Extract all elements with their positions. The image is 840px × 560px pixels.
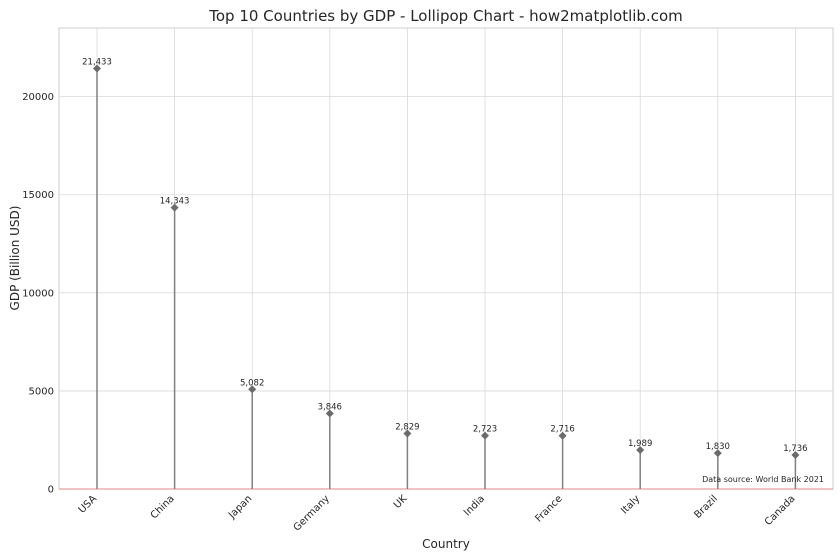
plot-area [58, 27, 834, 490]
x-tick-label-china: China [149, 493, 177, 521]
data-label-japan: 5,082 [240, 378, 264, 388]
x-tick-label-usa: USA [77, 493, 100, 516]
lollipop-marker-usa [93, 64, 101, 73]
x-tick-label-france: France [533, 493, 564, 524]
data-label-india: 2,723 [473, 425, 497, 435]
x-tick-label-canada: Canada [763, 493, 798, 528]
lollipop-marker-brazil [713, 449, 722, 458]
lollipop-marker-india [481, 431, 489, 440]
x-tick-labels: USA China Japan Germany UK India France Italy Br… [77, 493, 798, 534]
data-label-germany: 3,846 [318, 403, 342, 413]
lollipop-marker-japan [248, 385, 257, 394]
lollipop-marker-france [558, 431, 567, 440]
data-label-france: 2,716 [550, 425, 574, 435]
x-tick-label-uk: UK [392, 493, 410, 511]
y-tick-label: 15000 [22, 190, 54, 201]
y-tick-labels: 0 5000 10000 15000 20000 [22, 92, 54, 495]
lollipop-marker-uk [403, 429, 412, 438]
x-tick-label-italy: Italy [619, 493, 642, 516]
lollipop-marker-germany [325, 409, 334, 418]
data-label-brazil: 1,830 [706, 442, 730, 452]
x-tick-label-germany: Germany [292, 493, 332, 533]
lollipop-stems [96, 68, 797, 489]
lollipop-marker-italy [636, 445, 645, 454]
x-tick-label-brazil: Brazil [692, 493, 720, 521]
data-label-canada: 1,736 [783, 444, 807, 454]
data-labels: 21,433 14,343 5,082 3,846 2,829 2,723 2,716 1,9… [82, 58, 807, 454]
data-label-usa: 21,433 [82, 58, 112, 68]
data-label-china: 14,343 [160, 197, 190, 207]
y-tick-label: 5000 [29, 386, 54, 397]
data-label-italy: 1,989 [628, 439, 652, 449]
y-tick-label: 10000 [22, 288, 54, 299]
x-tick-label-japan: Japan [226, 493, 254, 521]
chart-title: Top 10 Countries by GDP - Lollipop Chart… [208, 7, 682, 25]
y-axis-label: GDP (Billion USD) [8, 206, 22, 311]
data-source-note: Data source: World Bank 2021 [702, 475, 824, 484]
x-tick-label-india: India [462, 493, 487, 518]
lollipop-markers [93, 64, 800, 459]
lollipop-marker-canada [791, 450, 800, 459]
lollipop-marker-china [170, 203, 179, 212]
data-label-uk: 2,829 [395, 423, 419, 433]
x-axis-label: Country [422, 537, 470, 551]
y-tick-label: 20000 [22, 92, 54, 103]
y-tick-label: 0 [48, 485, 54, 496]
